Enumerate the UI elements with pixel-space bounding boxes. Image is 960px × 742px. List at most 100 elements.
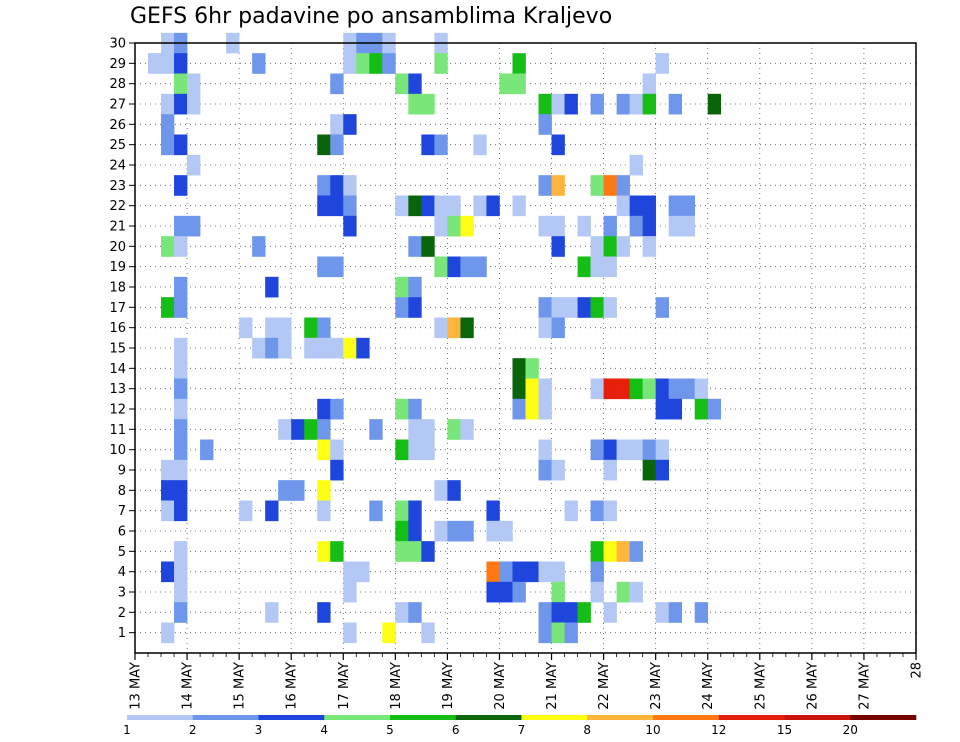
heatmap-cell [369, 53, 383, 74]
heatmap-cell [174, 419, 188, 440]
y-tick-label: 17 [109, 301, 126, 316]
y-tick-label: 2 [118, 606, 126, 621]
heatmap-cell [512, 561, 526, 583]
heatmap-cell [408, 276, 422, 298]
heatmap-cell [174, 581, 188, 603]
heatmap-cell [395, 500, 409, 522]
heatmap-cell [629, 195, 643, 217]
y-tick-label: 19 [109, 260, 126, 275]
heatmap-cell [408, 602, 422, 623]
heatmap-cell [265, 337, 279, 359]
colorbar-swatch [718, 715, 785, 720]
heatmap-cell [616, 175, 630, 196]
heatmap-cell [538, 175, 552, 196]
heatmap-cell [603, 215, 617, 237]
y-tick-label: 18 [109, 281, 126, 296]
heatmap-cell [473, 256, 487, 278]
heatmap-cell [668, 378, 682, 400]
heatmap-cell [642, 236, 656, 257]
heatmap-cell [174, 378, 188, 400]
heatmap-cell [460, 215, 474, 237]
y-tick-label: 27 [109, 98, 126, 113]
heatmap-cell [330, 175, 344, 196]
y-tick-label: 11 [109, 423, 126, 438]
colorbar-swatch [521, 715, 588, 720]
heatmap-cell [564, 93, 578, 115]
heatmap-cell [278, 419, 292, 440]
y-tick-label: 12 [109, 403, 126, 418]
heatmap-cell [148, 53, 162, 74]
y-tick-label: 6 [118, 525, 126, 540]
heatmap-cell [590, 561, 604, 583]
x-tick-label: 21 MAY [545, 662, 560, 710]
heatmap-cell [694, 398, 709, 420]
heatmap-cell [603, 459, 617, 481]
x-tick-label: 23 MAY [649, 662, 664, 710]
heatmap-cell [356, 561, 370, 583]
heatmap-cell [161, 500, 175, 522]
heatmap-cell [629, 93, 643, 115]
heatmap-cell [369, 500, 383, 522]
heatmap-cell [486, 581, 500, 603]
heatmap-cell [174, 500, 188, 522]
heatmap-cell [382, 622, 396, 644]
heatmap-cell [577, 256, 591, 278]
heatmap-cell [317, 541, 331, 562]
heatmap-cell [538, 398, 552, 420]
heatmap-cell [603, 541, 617, 562]
heatmap-cell [317, 500, 331, 522]
heatmap-cell [629, 215, 643, 237]
heatmap-cell [707, 93, 722, 115]
heatmap-cell [538, 114, 552, 135]
heatmap-cell [499, 73, 513, 95]
heatmap-cell [330, 134, 344, 156]
heatmap-cell [681, 195, 696, 217]
y-tick-label: 25 [109, 138, 126, 153]
heatmap-cell [525, 378, 539, 400]
x-tick-label: 18 MAY [389, 662, 404, 710]
heatmap-cell [434, 215, 448, 237]
heatmap-cell [538, 297, 552, 318]
y-tick-label: 10 [109, 443, 126, 458]
colorbar-label: 8 [583, 723, 591, 737]
heatmap-cell [525, 561, 539, 583]
heatmap-cell [174, 236, 188, 257]
heatmap-cell [512, 398, 526, 420]
heatmap-cell [564, 622, 578, 644]
y-tick-label: 3 [118, 586, 126, 601]
heatmap-cell [551, 561, 565, 583]
colorbar-swatch [390, 715, 457, 720]
heatmap-cell [421, 236, 435, 257]
colorbar-swatch [127, 715, 194, 720]
y-tick-label: 9 [118, 464, 126, 479]
y-tick-label: 13 [109, 382, 126, 397]
heatmap-cell [174, 337, 188, 359]
heatmap-cell [590, 541, 604, 562]
heatmap-cell [161, 459, 175, 481]
heatmap-cell [174, 541, 188, 562]
heatmap-cell [616, 93, 630, 115]
heatmap-cell [408, 500, 422, 522]
heatmap-cell [642, 378, 656, 400]
heatmap-cell [421, 195, 435, 217]
heatmap-cell [642, 215, 656, 237]
heatmap-cell [317, 439, 331, 461]
heatmap-cell [590, 236, 604, 257]
heatmap-cell [499, 520, 513, 542]
heatmap-cell [395, 398, 409, 420]
heatmap-cell [161, 297, 175, 318]
heatmap-cell [590, 439, 604, 461]
y-tick-label: 7 [118, 504, 126, 519]
y-tick-label: 5 [118, 545, 126, 560]
heatmap-cell [239, 317, 253, 339]
heatmap-cell [330, 541, 344, 562]
heatmap-cell [473, 195, 487, 217]
colorbar-swatch [455, 715, 522, 720]
y-tick-label: 28 [109, 77, 126, 92]
heatmap-cell [395, 195, 409, 217]
colorbar-swatch [258, 715, 325, 720]
y-tick-label: 30 [109, 37, 126, 52]
heatmap-cell [551, 93, 565, 115]
heatmap-cell [434, 195, 448, 217]
heatmap-cell [590, 256, 604, 278]
